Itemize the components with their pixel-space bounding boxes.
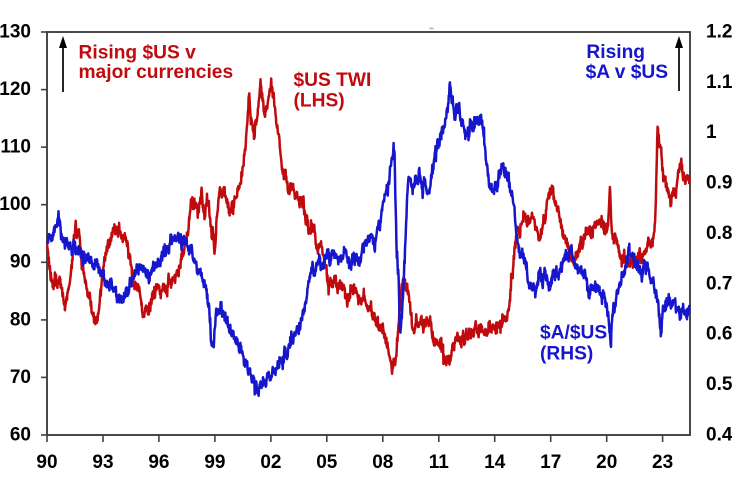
- svg-text:23: 23: [652, 452, 673, 473]
- svg-text:20: 20: [596, 452, 617, 473]
- svg-text:02: 02: [260, 452, 281, 473]
- svg-text:96: 96: [148, 452, 169, 473]
- svg-text:$A v $US: $A v $US: [586, 62, 669, 83]
- svg-text:0.8: 0.8: [706, 223, 732, 244]
- svg-text:Rising $US v: Rising $US v: [79, 42, 197, 63]
- svg-text:1.2: 1.2: [706, 21, 732, 42]
- svg-text:(LHS): (LHS): [294, 90, 345, 111]
- svg-text:Rising: Rising: [586, 42, 645, 63]
- svg-text:1: 1: [706, 122, 717, 143]
- svg-text:90: 90: [36, 452, 57, 473]
- svg-text:$A/$US: $A/$US: [540, 323, 607, 344]
- svg-text:130: 130: [0, 21, 31, 42]
- svg-text:(RHS): (RHS): [540, 343, 593, 364]
- svg-text:17: 17: [540, 452, 561, 473]
- svg-text:80: 80: [10, 309, 31, 330]
- svg-text:1.1: 1.1: [706, 72, 732, 93]
- svg-text:0.5: 0.5: [706, 374, 732, 395]
- svg-text:100: 100: [0, 194, 31, 215]
- svg-text:05: 05: [316, 452, 338, 473]
- svg-text:0.7: 0.7: [706, 273, 732, 294]
- svg-text:0.9: 0.9: [706, 173, 732, 194]
- svg-text:60: 60: [10, 424, 31, 445]
- svg-text:90: 90: [10, 252, 31, 273]
- svg-text:0.6: 0.6: [706, 324, 732, 345]
- svg-text:14: 14: [484, 452, 506, 473]
- svg-text:$US TWI: $US TWI: [294, 70, 372, 91]
- svg-text:0.4: 0.4: [706, 424, 732, 445]
- svg-text:110: 110: [0, 137, 31, 158]
- svg-text:99: 99: [204, 452, 225, 473]
- svg-text:11: 11: [429, 452, 450, 473]
- svg-text:major currencies: major currencies: [79, 62, 234, 83]
- svg-text:93: 93: [92, 452, 113, 473]
- svg-text:08: 08: [372, 452, 393, 473]
- svg-text:120: 120: [0, 79, 31, 100]
- svg-text:70: 70: [10, 367, 31, 388]
